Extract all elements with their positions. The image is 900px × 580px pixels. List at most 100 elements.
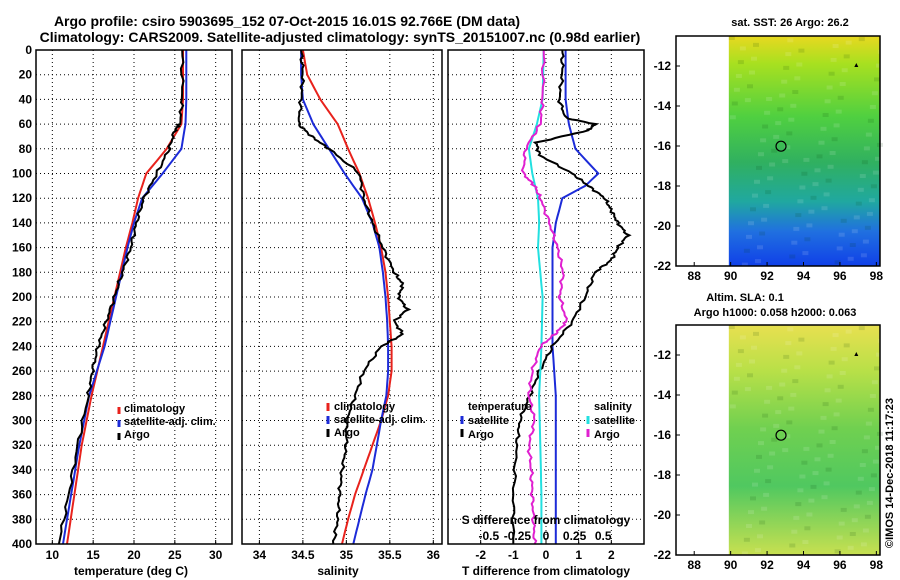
map-texture xyxy=(829,151,836,155)
map-x-tick-label: 96 xyxy=(833,558,847,572)
x-tick-label: 30 xyxy=(209,548,223,562)
map-x-tick-label: 92 xyxy=(760,558,774,572)
map-texture xyxy=(870,473,877,478)
map-texture xyxy=(761,217,768,222)
map-texture xyxy=(861,160,868,165)
map-texture xyxy=(832,333,839,338)
map-y-tick-label: -12 xyxy=(654,59,672,73)
map-y-tick-label: -16 xyxy=(654,139,672,153)
island-marker xyxy=(854,63,859,67)
map-texture xyxy=(826,374,833,379)
map-texture xyxy=(755,259,761,264)
y-tick-label: 0 xyxy=(25,43,32,57)
salinity-panel: 34 34.5 35 35.5 36 xyxy=(241,49,443,562)
map-texture xyxy=(733,87,740,92)
map-texture xyxy=(743,537,750,542)
map-texture xyxy=(875,156,881,161)
map-texture xyxy=(823,481,830,486)
map-texture xyxy=(731,390,738,395)
map-field xyxy=(728,36,880,266)
map-texture xyxy=(741,262,748,267)
map-texture xyxy=(851,518,858,523)
map-texture xyxy=(851,229,858,234)
x-tick-label: 35 xyxy=(340,548,354,562)
map-texture xyxy=(810,195,817,200)
map-texture xyxy=(861,449,868,454)
map-y-tick-label: -14 xyxy=(654,99,672,113)
map-texture xyxy=(878,338,884,343)
map-texture xyxy=(812,182,819,187)
map-texture xyxy=(824,388,831,393)
map-texture xyxy=(840,507,847,512)
map-texture xyxy=(869,105,876,109)
map-texture xyxy=(797,199,804,204)
map-texture xyxy=(784,145,791,150)
map-texture xyxy=(864,225,871,230)
map-texture xyxy=(769,451,776,456)
map-texture xyxy=(788,406,795,411)
map-texture xyxy=(782,159,789,164)
map-texture xyxy=(823,192,830,197)
map-texture xyxy=(804,526,811,531)
map-texture xyxy=(866,211,873,216)
map-texture xyxy=(786,420,793,425)
map-texture xyxy=(862,528,869,533)
map-texture xyxy=(870,184,877,189)
map-texture xyxy=(818,140,825,145)
map-texture xyxy=(757,534,763,539)
map-texture xyxy=(831,137,838,142)
legend-heading-temperature: temperature xyxy=(468,401,532,413)
map-texture xyxy=(760,138,767,143)
map-texture xyxy=(764,399,771,404)
island-marker xyxy=(854,352,859,356)
map-texture xyxy=(737,349,744,354)
x-tick-label: 34.5 xyxy=(291,548,315,562)
map-texture xyxy=(771,437,778,442)
map-texture xyxy=(729,115,736,120)
map-frame xyxy=(675,324,881,556)
map-texture xyxy=(868,487,875,492)
map-texture xyxy=(837,95,844,100)
map-texture xyxy=(735,362,742,367)
map-texture xyxy=(827,453,834,458)
legend-heading-salinity: salinity xyxy=(594,401,633,413)
s-x-tick-label: 0.5 xyxy=(595,529,612,543)
x-tick-label: -2 xyxy=(475,548,486,562)
map-x-tick-label: 88 xyxy=(688,558,702,572)
map-texture xyxy=(756,165,762,170)
figure-title-line2: Climatology: CARS2009. Satellite-adjuste… xyxy=(40,29,641,45)
map-texture xyxy=(773,423,780,428)
difference-panel: -2 -1 0 1 2 -0.5 -0.25 0 0.25 0.5 xyxy=(447,49,645,562)
x-tick-label: 25 xyxy=(168,548,182,562)
map-texture xyxy=(746,234,752,239)
map-texture xyxy=(821,495,828,500)
map-texture xyxy=(803,446,810,451)
difference-legend: temperature satellite Argo salinity sate… xyxy=(460,401,635,441)
map-texture xyxy=(788,117,795,122)
map-texture xyxy=(845,40,852,45)
map-texture xyxy=(759,520,766,525)
map-texture xyxy=(838,232,845,237)
map-texture xyxy=(816,443,823,448)
legend-label-s-satellite: satellite xyxy=(594,415,635,427)
map-texture xyxy=(760,427,767,432)
map-texture xyxy=(839,371,846,375)
y-tick-label: 200 xyxy=(12,290,32,304)
map-texture xyxy=(871,91,878,96)
map-texture xyxy=(766,385,773,390)
series-line-argo xyxy=(57,49,185,545)
map-texture xyxy=(857,476,864,481)
map-texture xyxy=(783,354,790,359)
map-texture xyxy=(790,392,797,397)
map-texture xyxy=(775,410,782,415)
map-texture xyxy=(792,379,799,384)
difference-xlabel: T difference from climatology xyxy=(462,564,630,578)
sst-map-panel: 88 90 92 94 96 98 -12 -14 -16 -18 -20 -22 xyxy=(654,35,885,283)
map-texture xyxy=(838,521,845,526)
plot-frame xyxy=(447,49,645,545)
map-texture xyxy=(785,52,792,57)
map-texture xyxy=(876,63,882,68)
map-texture xyxy=(784,434,791,439)
sst-map-title: sat. SST: 26 Argo: 26.2 xyxy=(731,17,849,29)
series-line-t-satellite xyxy=(551,50,600,544)
